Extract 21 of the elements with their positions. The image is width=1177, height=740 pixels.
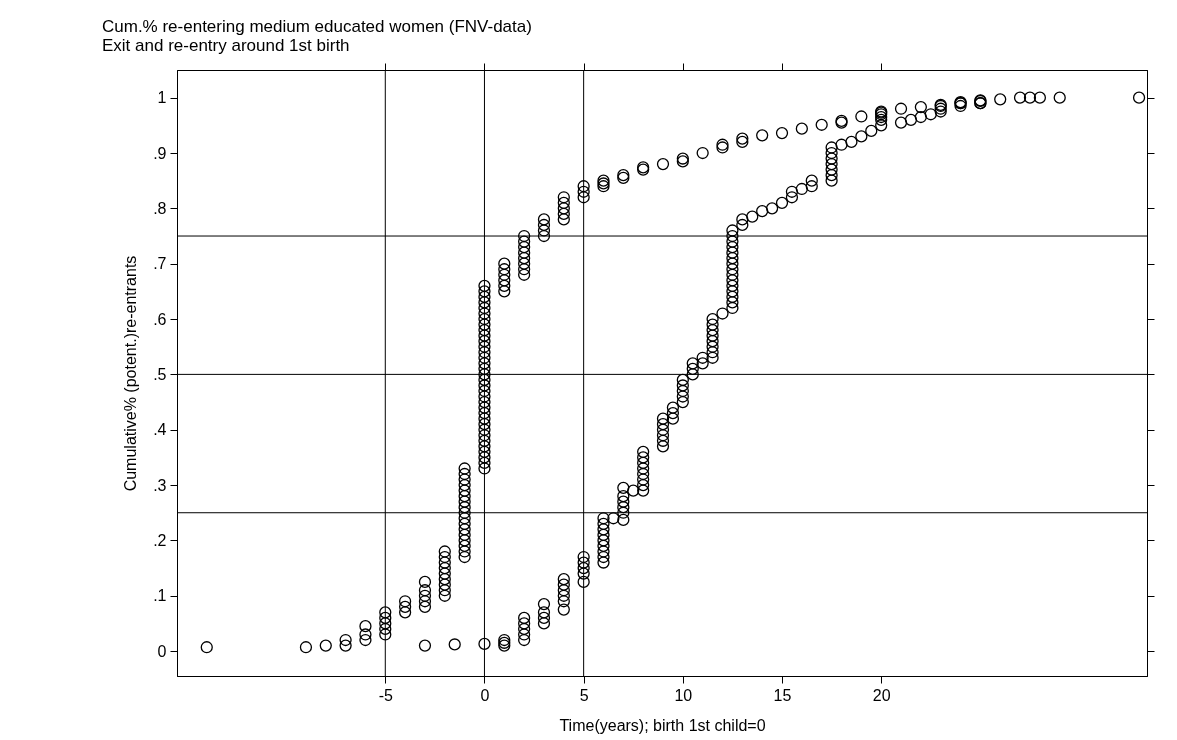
y-axis-title: Cumulative% (potent.)re-entrants <box>122 255 140 492</box>
x-tick-label: 15 <box>773 686 792 704</box>
y-tick-label: .5 <box>153 365 167 383</box>
y-tick-label: .9 <box>153 144 167 162</box>
y-tick-label: 1 <box>157 89 167 107</box>
y-tick-label: .1 <box>153 587 167 605</box>
x-axis-title: Time(years); birth 1st child=0 <box>559 716 766 734</box>
y-tick-label: .6 <box>153 310 167 328</box>
y-tick-label: .3 <box>153 476 167 494</box>
x-tick-label: 0 <box>480 686 490 704</box>
y-tick-label: .7 <box>153 255 167 273</box>
x-tick-label: 5 <box>579 686 589 704</box>
x-tick-label: -5 <box>378 686 393 704</box>
y-tick-label: .2 <box>153 531 167 549</box>
y-tick-label: .8 <box>153 199 167 217</box>
chart-title: Cum.% re-entering medium educated women (FNV-data) <box>102 16 532 36</box>
y-tick-label: 0 <box>157 642 167 660</box>
y-tick-label: .4 <box>153 421 167 439</box>
x-tick-label: 10 <box>674 686 693 704</box>
chart-subtitle: Exit and re-entry around 1st birth <box>102 35 350 55</box>
x-tick-label: 20 <box>872 686 891 704</box>
